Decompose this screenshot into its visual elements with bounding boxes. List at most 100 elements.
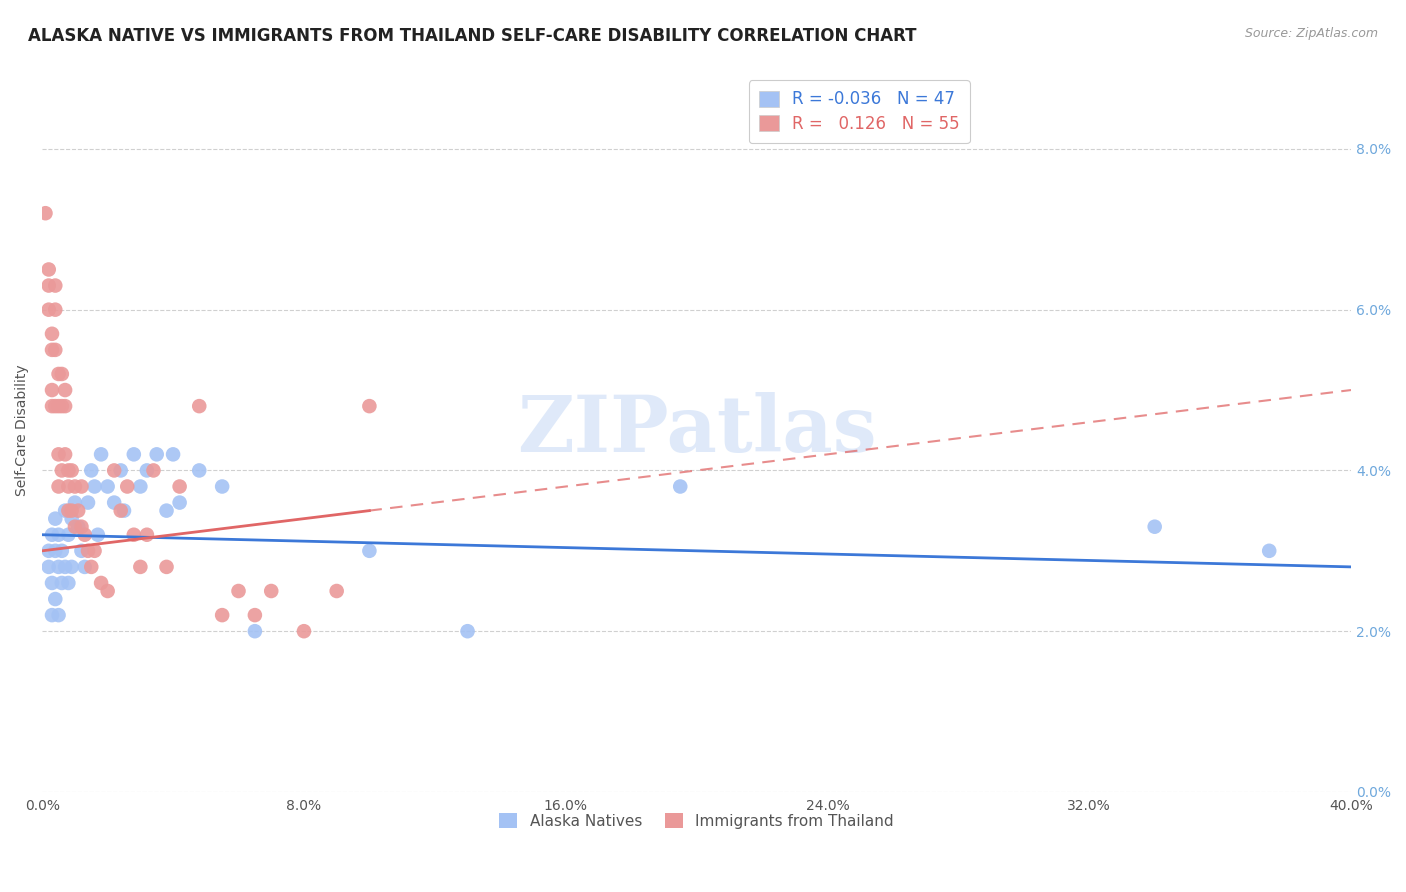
Point xyxy=(44,399,66,413)
Point xyxy=(87,527,110,541)
Point xyxy=(228,584,250,599)
Point xyxy=(169,479,191,493)
Point xyxy=(97,479,120,493)
Point xyxy=(48,479,70,493)
Y-axis label: Self-Care Disability: Self-Care Disability xyxy=(15,365,30,496)
Point xyxy=(58,479,80,493)
Point xyxy=(83,479,105,493)
Point xyxy=(51,576,73,591)
Point xyxy=(48,608,70,623)
Point xyxy=(243,624,266,639)
Point xyxy=(97,584,120,599)
Point xyxy=(145,447,167,461)
Point xyxy=(60,503,83,517)
Point xyxy=(41,343,63,357)
Point xyxy=(260,584,283,599)
Point xyxy=(77,495,100,509)
Point xyxy=(58,576,80,591)
Point xyxy=(58,463,80,477)
Point xyxy=(211,479,233,493)
Point xyxy=(60,560,83,574)
Point xyxy=(48,367,70,381)
Point xyxy=(110,503,132,517)
Point xyxy=(53,399,76,413)
Point xyxy=(243,608,266,623)
Point xyxy=(41,326,63,341)
Point xyxy=(41,608,63,623)
Point xyxy=(41,576,63,591)
Point xyxy=(44,302,66,317)
Point xyxy=(110,463,132,477)
Point xyxy=(58,503,80,517)
Point xyxy=(38,560,60,574)
Point xyxy=(135,463,157,477)
Point xyxy=(103,495,125,509)
Point xyxy=(53,447,76,461)
Point xyxy=(67,503,90,517)
Point xyxy=(129,479,152,493)
Point xyxy=(38,544,60,558)
Point xyxy=(155,560,177,574)
Point xyxy=(51,399,73,413)
Point xyxy=(41,399,63,413)
Point xyxy=(38,302,60,317)
Point xyxy=(122,527,145,541)
Point xyxy=(38,278,60,293)
Point xyxy=(63,519,86,533)
Point xyxy=(48,560,70,574)
Point xyxy=(83,544,105,558)
Point xyxy=(63,495,86,509)
Point xyxy=(51,367,73,381)
Text: ZIPatlas: ZIPatlas xyxy=(517,392,876,468)
Point xyxy=(80,463,103,477)
Point xyxy=(77,544,100,558)
Point xyxy=(169,495,191,509)
Point xyxy=(48,399,70,413)
Point xyxy=(51,544,73,558)
Point xyxy=(325,584,347,599)
Point xyxy=(292,624,315,639)
Point xyxy=(80,560,103,574)
Point xyxy=(211,608,233,623)
Point xyxy=(135,527,157,541)
Point xyxy=(60,511,83,525)
Point xyxy=(129,560,152,574)
Point xyxy=(90,447,112,461)
Point xyxy=(73,560,96,574)
Point xyxy=(117,479,139,493)
Point xyxy=(48,527,70,541)
Point xyxy=(44,592,66,607)
Point xyxy=(457,624,479,639)
Point xyxy=(44,544,66,558)
Point xyxy=(1143,519,1166,533)
Text: ALASKA NATIVE VS IMMIGRANTS FROM THAILAND SELF-CARE DISABILITY CORRELATION CHART: ALASKA NATIVE VS IMMIGRANTS FROM THAILAN… xyxy=(28,27,917,45)
Point xyxy=(103,463,125,477)
Point xyxy=(112,503,135,517)
Point xyxy=(44,511,66,525)
Point xyxy=(41,383,63,397)
Point xyxy=(44,343,66,357)
Point xyxy=(67,519,90,533)
Point xyxy=(359,544,381,558)
Point xyxy=(60,463,83,477)
Point xyxy=(53,503,76,517)
Point xyxy=(188,463,211,477)
Point xyxy=(90,576,112,591)
Point xyxy=(44,278,66,293)
Point xyxy=(38,262,60,277)
Point xyxy=(142,463,165,477)
Point xyxy=(70,544,93,558)
Point xyxy=(1258,544,1281,558)
Point xyxy=(58,527,80,541)
Point xyxy=(41,527,63,541)
Point xyxy=(73,527,96,541)
Point xyxy=(188,399,211,413)
Legend: Alaska Natives, Immigrants from Thailand: Alaska Natives, Immigrants from Thailand xyxy=(494,807,900,835)
Point xyxy=(51,463,73,477)
Point xyxy=(70,519,93,533)
Point xyxy=(359,399,381,413)
Point xyxy=(48,447,70,461)
Point xyxy=(34,206,56,220)
Point xyxy=(63,479,86,493)
Point xyxy=(162,447,184,461)
